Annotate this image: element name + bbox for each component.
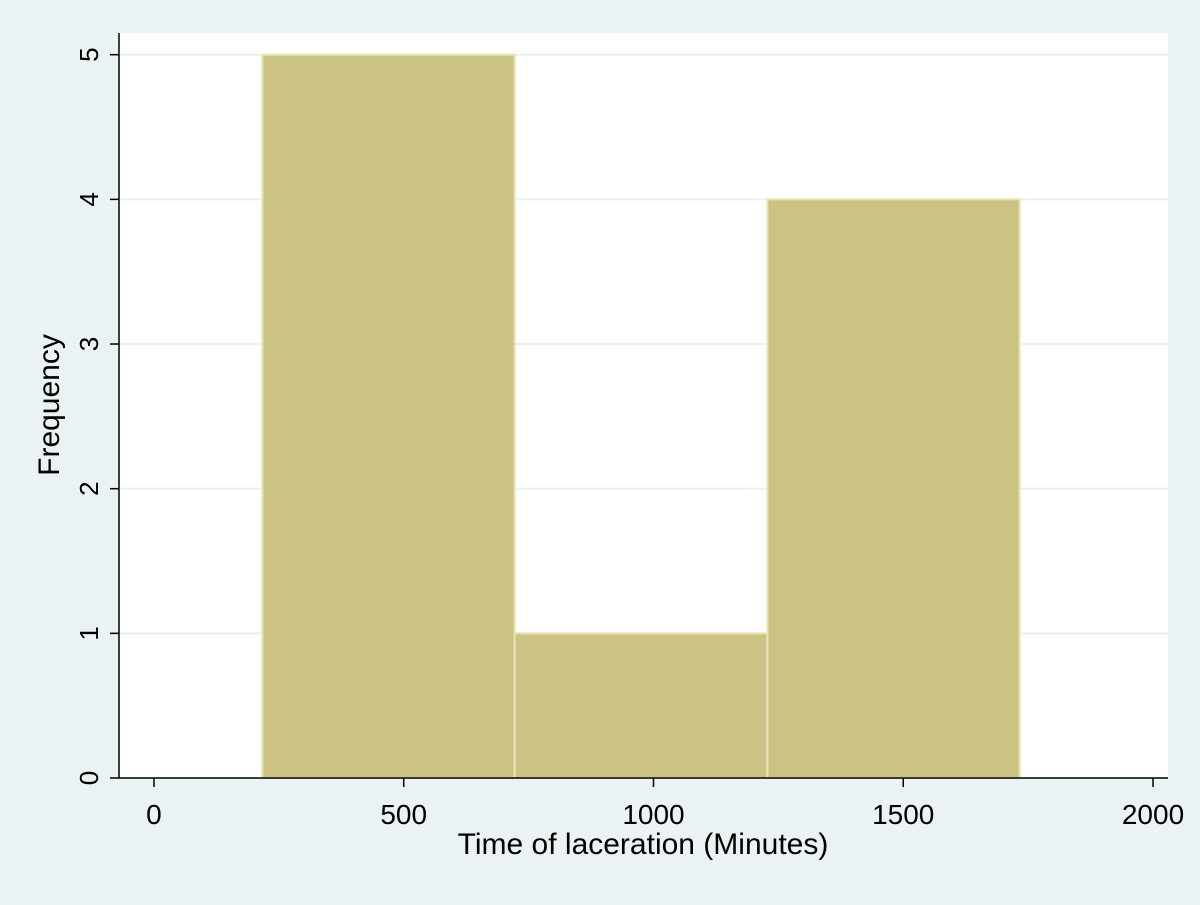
- histogram-bar: [261, 53, 516, 779]
- axes-layer: 0 1 2 3 4 5 0 500 1000 1500 2000: [74, 33, 1184, 830]
- x-tick-label: 0: [146, 799, 162, 830]
- y-axis-title: Frequency: [33, 334, 66, 476]
- bars-layer: [261, 53, 1021, 779]
- x-tick-label: 2000: [1122, 799, 1184, 830]
- x-tick-label: 1000: [622, 799, 684, 830]
- x-axis-title: Time of laceration (Minutes): [458, 828, 829, 861]
- x-tick-label: 500: [380, 799, 427, 830]
- x-tick-label: 1500: [872, 799, 934, 830]
- y-tick-label: 0: [74, 771, 104, 785]
- y-tick-label: 2: [74, 481, 104, 495]
- histogram-bar: [766, 198, 1021, 779]
- histogram-bar: [513, 632, 769, 779]
- y-tick-label: 1: [74, 626, 104, 640]
- y-tick-label: 4: [74, 192, 104, 206]
- y-tick-label: 5: [74, 47, 104, 61]
- y-tick-label: 3: [74, 337, 104, 351]
